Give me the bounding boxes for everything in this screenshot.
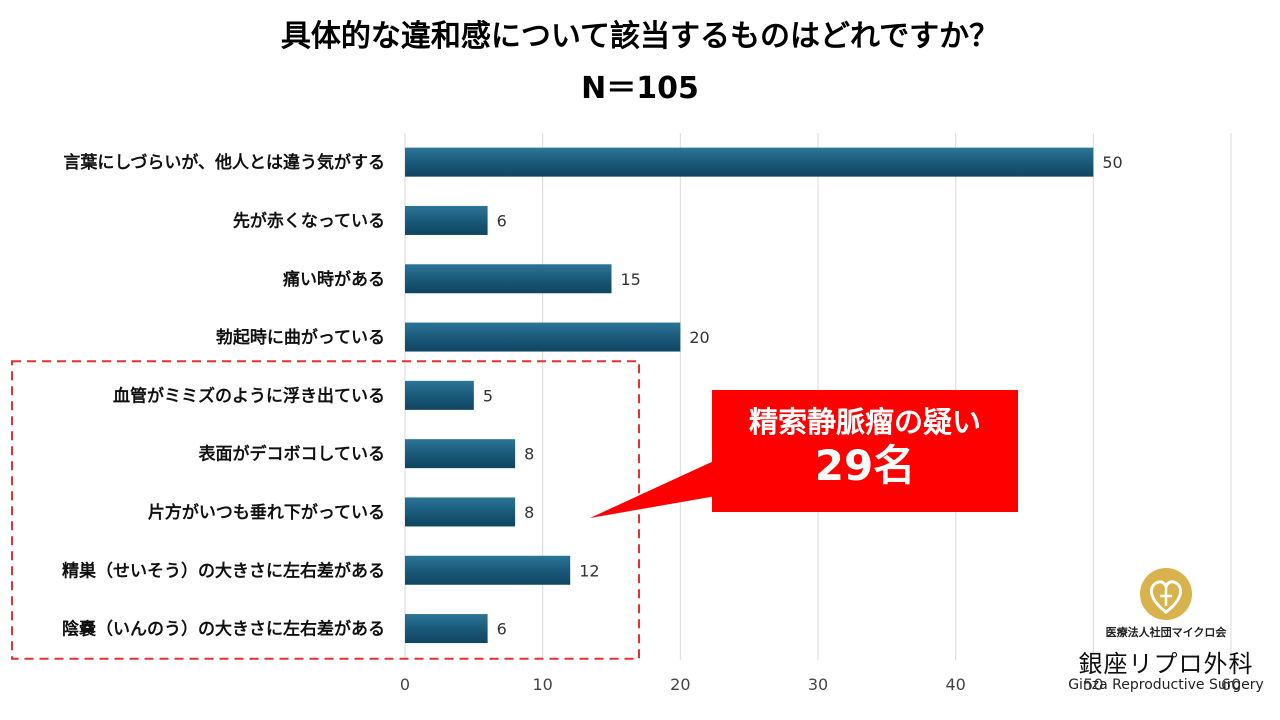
chart-title: 具体的な違和感について該当するものはどれですか？ [280, 19, 1000, 54]
x-tick-label: 0 [400, 675, 410, 694]
bar [405, 322, 681, 352]
x-axis-ticks: 0 10 20 30 40 50 60 [400, 675, 1241, 694]
category-label: 勃起時に曲がっている [216, 327, 385, 348]
x-tick-label: 30 [808, 675, 828, 694]
category-labels: 言葉にしづらいが、他人とは違う気がする先が赤くなっている痛い時がある勃起時に曲が… [62, 152, 385, 639]
bar [405, 497, 516, 527]
logo-name-en: Ginza Reproductive Surgery [1068, 677, 1264, 693]
category-label: 片方がいつも垂れ下がっている [148, 502, 385, 523]
x-tick-label: 40 [945, 675, 965, 694]
bars [405, 147, 1094, 644]
value-label: 6 [497, 620, 507, 639]
value-labels: 50 6 15 20 5 8 8 12 6 [483, 153, 1123, 638]
bar [405, 380, 474, 410]
x-tick-label: 50 [1083, 675, 1103, 694]
value-label: 12 [579, 561, 599, 580]
value-label: 6 [497, 211, 507, 230]
category-label: 精巣（せいそう）の大きさに左右差がある [62, 560, 385, 581]
bar [405, 614, 488, 644]
value-label: 20 [689, 328, 709, 347]
bar [405, 205, 488, 235]
bar [405, 147, 1094, 177]
category-label: 表面がデコボコしている [199, 444, 386, 465]
x-tick-label: 10 [532, 675, 552, 694]
highlight-box [11, 360, 640, 660]
bar [405, 439, 516, 469]
x-tick-label: 20 [670, 675, 690, 694]
callout-box: 精索静脈瘤の疑い 29名 [712, 390, 1018, 512]
value-label: 5 [483, 386, 493, 405]
bar [405, 264, 612, 294]
callout-count: 29名 [814, 441, 916, 490]
x-tick-label: 60 [1221, 675, 1241, 694]
bar [405, 555, 571, 585]
logo: 医療法人社団マイクロ会 銀座リプロ外科 Ginza Reproductive S… [1066, 566, 1266, 696]
value-label: 15 [621, 270, 641, 289]
logo-org: 医療法人社団マイクロ会 [1105, 626, 1227, 639]
category-label: 言葉にしづらいが、他人とは違う気がする [63, 152, 385, 173]
category-label: 先が赤くなっている [233, 210, 385, 231]
sample-size: N＝105 [581, 71, 699, 106]
callout-pointer [590, 460, 716, 518]
category-label: 痛い時がある [283, 269, 385, 290]
logo-name-jp: 銀座リプロ外科 [1078, 650, 1254, 678]
category-label: 陰嚢（いんのう）の大きさに左右差がある [62, 619, 385, 640]
callout-text: 精索静脈瘤の疑い [748, 405, 981, 439]
value-label: 50 [1102, 153, 1122, 172]
value-label: 8 [524, 445, 534, 464]
category-label: 血管がミミズのように浮き出ている [113, 385, 385, 406]
heart-emblem-icon [1140, 568, 1192, 620]
value-label: 8 [524, 503, 534, 522]
